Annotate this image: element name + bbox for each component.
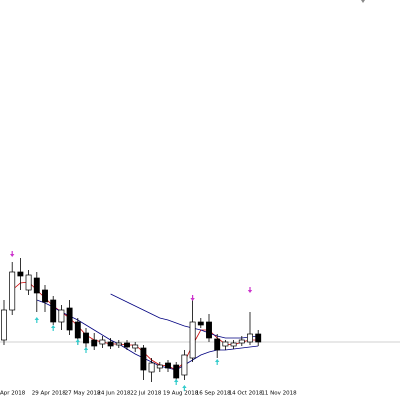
candle-body: [66, 307, 73, 331]
candle-body: [197, 321, 204, 326]
candle-body: [1, 309, 7, 341]
candle-body: [255, 333, 262, 343]
x-tick-label: 14 Oct 2018: [229, 391, 264, 397]
x-tick-label: 22 Jul 2018: [130, 391, 162, 397]
candle-body: [107, 341, 114, 347]
candle-body: [156, 364, 163, 369]
candle-body: [173, 364, 180, 379]
up-arrow: [215, 359, 220, 365]
candle-body: [91, 339, 98, 347]
x-tick-label: 27 May 2018: [65, 391, 101, 397]
candle-body: [58, 309, 65, 323]
candle-body: [74, 321, 81, 339]
candle-body: [238, 339, 245, 344]
candle-body: [42, 289, 48, 303]
candle-body: [124, 342, 130, 348]
up-arrow: [174, 379, 179, 385]
up-arrow: [182, 385, 187, 391]
candle-body: [140, 347, 147, 371]
ma-line: [36, 299, 259, 371]
up-arrow: [34, 317, 39, 323]
x-tick-label: 29 Apr 2018: [32, 391, 67, 397]
up-arrow: [83, 347, 89, 353]
candle-body: [115, 342, 122, 346]
candle-body: [165, 362, 171, 369]
candle-body: [189, 321, 196, 359]
down-arrow: [190, 295, 195, 301]
x-tick-label: Apr 2018: [0, 391, 26, 397]
down-arrow: [10, 251, 15, 257]
candle-body: [214, 338, 221, 351]
candle-body: [9, 271, 16, 311]
up-arrow: [51, 325, 56, 331]
candle-body: [148, 362, 155, 373]
ma-line: [110, 293, 259, 339]
x-tick-label: 19 Aug 2018: [163, 391, 199, 397]
candle-body: [222, 341, 229, 347]
corner-marker: [361, 0, 365, 3]
candle-body: [25, 274, 32, 291]
candle-body: [230, 342, 237, 347]
x-tick-label: 24 Jun 2018: [97, 391, 131, 397]
candle-body: [206, 321, 212, 339]
down-arrow: [247, 287, 253, 293]
candle-body: [17, 271, 24, 277]
x-tick-label: 16 Sep 2018: [196, 391, 231, 397]
up-arrow: [75, 339, 80, 345]
candle-body: [99, 339, 106, 345]
x-tick-label: 11 Nov 2018: [261, 391, 297, 397]
candle-body: [33, 277, 40, 294]
candle-body: [83, 332, 89, 344]
candle-body: [247, 333, 253, 343]
candle-body: [132, 344, 139, 349]
candle-body: [181, 354, 188, 376]
candle-body: [50, 299, 57, 323]
